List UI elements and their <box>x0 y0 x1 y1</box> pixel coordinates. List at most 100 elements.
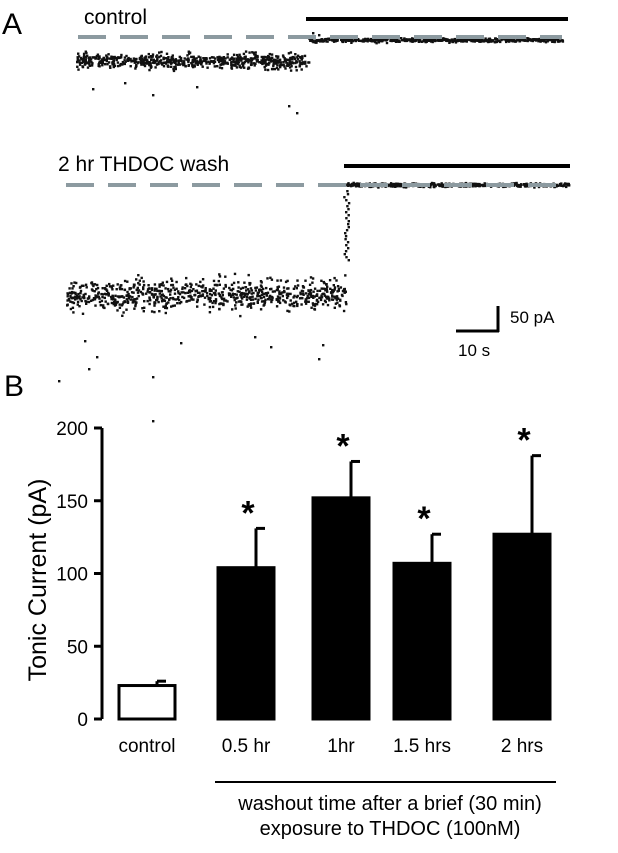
trace-point <box>564 182 567 185</box>
trace-point <box>429 186 432 189</box>
trace-point <box>357 38 360 41</box>
trace-point <box>142 60 145 63</box>
trace-point <box>122 301 125 304</box>
trace-point <box>169 290 172 293</box>
trace-point <box>86 297 90 300</box>
trace-point <box>268 296 271 299</box>
trace-point <box>240 59 243 62</box>
trace-point <box>413 39 416 43</box>
y-tick-label: 150 <box>56 492 88 513</box>
trace-point <box>84 340 87 343</box>
trace-point <box>118 296 121 299</box>
trace-point <box>85 56 88 59</box>
trace-point <box>277 55 280 58</box>
trace-point <box>78 63 82 66</box>
trace-point <box>76 300 80 304</box>
trace-point <box>161 293 164 296</box>
trace-point <box>266 54 270 58</box>
trace-point <box>88 56 92 59</box>
trace-point <box>240 57 243 60</box>
trace-point <box>273 290 276 293</box>
trace-point <box>109 66 112 69</box>
bar-0.5-hr <box>216 566 276 721</box>
trace-point <box>331 295 334 298</box>
trace-point <box>277 68 280 71</box>
trace-point <box>385 41 389 45</box>
trace-point <box>132 284 136 288</box>
trace-point <box>296 304 299 308</box>
trace-point <box>286 64 289 67</box>
trace-point <box>85 302 88 305</box>
trace-point <box>196 62 199 65</box>
trace-point <box>78 295 81 298</box>
trace-point <box>293 301 296 304</box>
trace-point <box>236 290 239 293</box>
trace-point <box>366 40 369 43</box>
trace-point <box>113 301 117 304</box>
trace-point <box>174 60 178 63</box>
trace-point <box>334 38 337 41</box>
trace-point <box>142 58 146 61</box>
trace-point <box>406 39 409 42</box>
trace-point <box>333 286 337 289</box>
trace-point <box>323 292 326 296</box>
trace-point <box>116 283 119 286</box>
bar-1hr <box>311 496 371 721</box>
trace-point <box>80 299 83 303</box>
trace-point <box>248 51 251 54</box>
trace-point <box>271 67 274 71</box>
trace-point <box>312 32 315 35</box>
trace-point <box>334 40 337 43</box>
trace-point <box>317 38 321 42</box>
trace-point <box>470 39 473 43</box>
trace-point <box>200 285 203 288</box>
trace-point <box>214 301 217 305</box>
trace-point <box>80 61 84 64</box>
trace-point <box>165 302 168 305</box>
trace-point <box>91 56 94 59</box>
trace-point <box>208 297 212 301</box>
trace-point <box>87 300 91 304</box>
trace-point <box>243 56 246 59</box>
trace-point <box>430 38 433 41</box>
trace-point <box>318 358 321 361</box>
y-tick-label: 100 <box>56 565 88 586</box>
trace-point <box>532 38 535 41</box>
trace-point <box>122 296 126 299</box>
trace-point <box>284 58 288 61</box>
trace-point <box>357 183 360 186</box>
trace-point <box>210 56 214 59</box>
trace-point <box>474 185 477 188</box>
trace-point <box>266 298 270 301</box>
trace-point <box>142 310 145 313</box>
trace-point <box>194 293 197 297</box>
trace-point <box>134 300 137 304</box>
trace-point <box>242 292 245 295</box>
trace-point <box>525 185 529 188</box>
trace-point <box>252 62 256 65</box>
trace-point <box>203 57 206 60</box>
trace-point <box>88 64 92 67</box>
trace-point <box>135 57 138 61</box>
trace-point <box>98 297 101 300</box>
trace-point <box>319 298 323 302</box>
trace-point <box>298 297 302 300</box>
trace-point <box>249 287 253 290</box>
trace-point <box>251 295 254 298</box>
trace-point <box>224 62 228 65</box>
trace-point <box>293 294 296 298</box>
trace-point <box>164 304 167 307</box>
trace-point <box>289 299 292 302</box>
trace-point <box>401 39 404 42</box>
trace-point <box>212 56 215 59</box>
trace-point <box>320 38 324 41</box>
trace-point <box>300 289 304 293</box>
trace-point <box>483 182 486 185</box>
trace-point <box>294 61 297 65</box>
trace-point <box>518 38 521 41</box>
y-axis: 0 50 100 150 200 <box>56 419 104 731</box>
trace-point <box>335 296 339 299</box>
trace-point <box>298 60 301 63</box>
trace-point <box>390 39 393 42</box>
trace-point <box>218 56 221 59</box>
